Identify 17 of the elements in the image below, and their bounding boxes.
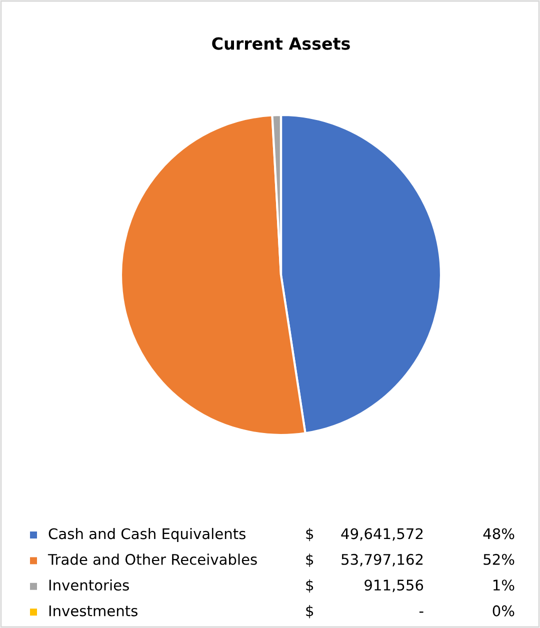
legend-label: Trade and Other Receivables bbox=[48, 554, 257, 565]
chart-title: Current Assets bbox=[212, 37, 350, 50]
text: - bbox=[419, 612, 424, 613]
text: 48% bbox=[483, 528, 514, 540]
text: 52% bbox=[484, 554, 514, 565]
text: $ bbox=[306, 528, 314, 542]
data-label: 911,556 bbox=[364, 580, 424, 592]
text: $ bbox=[306, 554, 314, 567]
legend-label: Inventories bbox=[49, 579, 129, 591]
legend-label: Cash and Cash Equivalents bbox=[48, 528, 246, 542]
text: $ bbox=[306, 579, 314, 593]
data-label: 49,641,572 bbox=[341, 528, 423, 541]
legend-label: Investments bbox=[49, 605, 138, 616]
text: 0% bbox=[492, 605, 514, 616]
text: 1% bbox=[493, 580, 514, 591]
text: $ bbox=[306, 605, 314, 618]
data-label: 53,797,162 bbox=[342, 554, 423, 566]
